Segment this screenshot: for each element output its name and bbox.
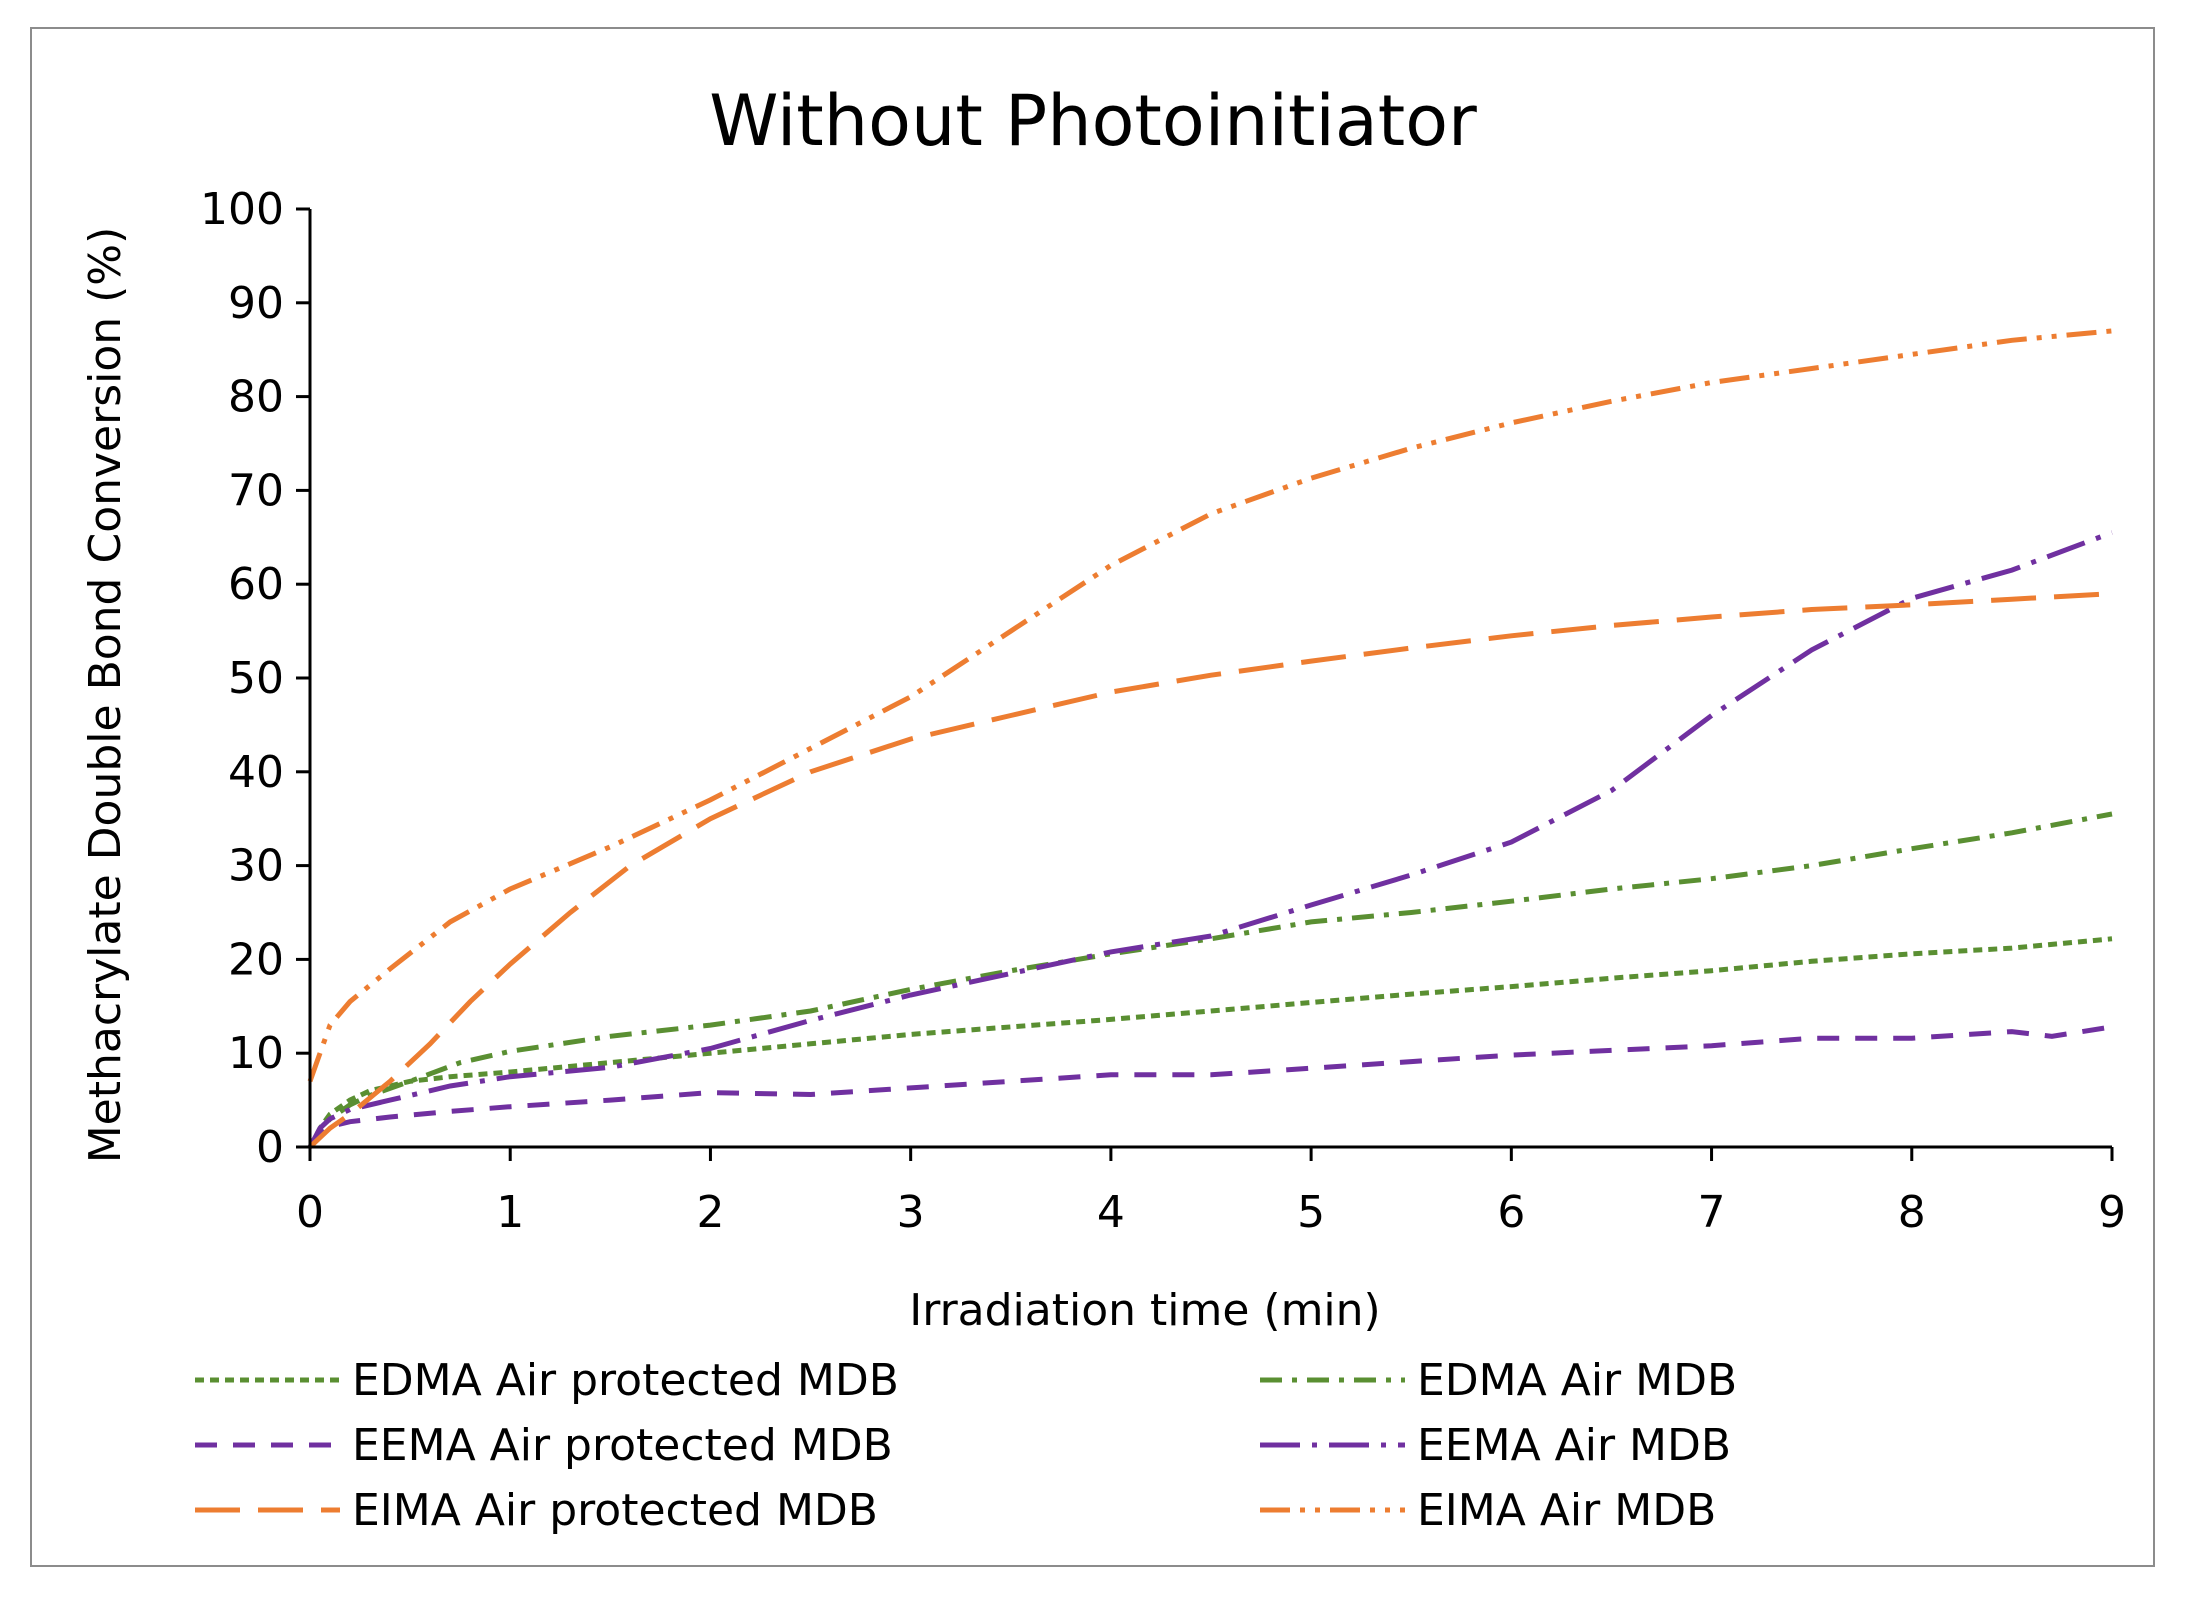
chart-title: Without Photoinitiator xyxy=(709,80,1477,162)
x-tick-label: 5 xyxy=(1297,1187,1325,1238)
x-tick-label: 0 xyxy=(296,1187,324,1238)
y-tick-label: 60 xyxy=(228,559,284,610)
x-tick-label: 3 xyxy=(897,1187,925,1238)
x-tick-label: 2 xyxy=(696,1187,724,1238)
series-line-5 xyxy=(308,591,2113,1149)
y-tick-label: 80 xyxy=(228,372,284,423)
legend-item-2: EDMA Air MDB xyxy=(1260,1355,1737,1406)
x-tick-label: 8 xyxy=(1898,1187,1926,1238)
y-tick-label: 10 xyxy=(228,1028,284,1079)
legend-label: EIMA Air protected MDB xyxy=(352,1485,878,1536)
legend-item-1: EDMA Air protected MDB xyxy=(195,1355,899,1406)
series-line-4 xyxy=(307,530,2113,1149)
series-line-1 xyxy=(307,936,2113,1149)
legend-item-5: EIMA Air protected MDB xyxy=(195,1485,878,1536)
y-tick-label: 70 xyxy=(228,465,284,516)
x-tick-label: 9 xyxy=(2098,1187,2126,1238)
y-tick-label: 50 xyxy=(228,653,284,704)
y-tick-label: 0 xyxy=(256,1122,284,1173)
series-layer xyxy=(307,328,2113,1149)
y-tick-label: 100 xyxy=(200,184,284,235)
legend-label: EDMA Air protected MDB xyxy=(352,1355,899,1406)
legend: EDMA Air protected MDB EDMA Air MDB EEMA A… xyxy=(195,1355,1737,1536)
series-line-3 xyxy=(307,1024,2113,1149)
legend-item-4: EEMA Air MDB xyxy=(1260,1420,1731,1471)
y-tick-label: 40 xyxy=(228,747,284,798)
legend-item-3: EEMA Air protected MDB xyxy=(195,1420,893,1471)
x-axis-title: Irradiation time (min) xyxy=(909,1285,1380,1336)
legend-label: EEMA Air protected MDB xyxy=(352,1420,893,1471)
axes-layer: 0 10 20 30 40 50 60 70 80 90 100 0 1 2 3 4 5 6 7 8 9 xyxy=(200,184,2126,1238)
x-tick-label: 7 xyxy=(1698,1187,1726,1238)
y-tick-label: 30 xyxy=(228,841,284,892)
x-tick-label: 6 xyxy=(1497,1187,1525,1238)
y-tick-label: 20 xyxy=(228,934,284,985)
legend-label: EDMA Air MDB xyxy=(1417,1355,1737,1406)
y-tick-label: 90 xyxy=(228,278,284,329)
chart-frame xyxy=(30,27,2155,1567)
x-tick-label: 4 xyxy=(1097,1187,1125,1238)
y-axis-title: Methacrylate Double Bond Conversion (%) xyxy=(80,227,131,1164)
x-tick-label: 1 xyxy=(496,1187,524,1238)
legend-label: EEMA Air MDB xyxy=(1417,1420,1731,1471)
legend-item-6: EIMA Air MDB xyxy=(1260,1485,1716,1536)
legend-label: EIMA Air MDB xyxy=(1417,1485,1716,1536)
series-line-2 xyxy=(307,811,2113,1149)
series-line-6 xyxy=(307,328,2113,1083)
